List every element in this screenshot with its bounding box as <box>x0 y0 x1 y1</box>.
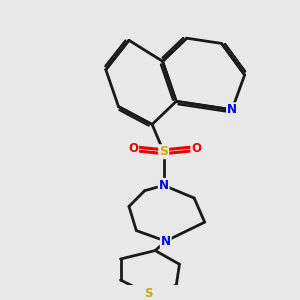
Text: N: N <box>161 235 171 248</box>
Text: S: S <box>159 145 168 158</box>
Text: N: N <box>159 179 169 192</box>
Text: O: O <box>128 142 138 155</box>
Text: O: O <box>191 142 201 155</box>
Text: S: S <box>144 287 152 300</box>
Text: N: N <box>227 103 237 116</box>
